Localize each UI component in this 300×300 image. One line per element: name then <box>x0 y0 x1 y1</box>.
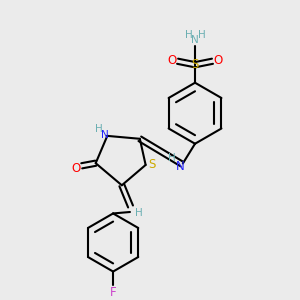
Text: S: S <box>191 58 199 71</box>
Text: O: O <box>213 54 222 67</box>
Text: N: N <box>191 35 199 45</box>
Text: H: H <box>134 208 142 218</box>
Text: F: F <box>110 286 116 299</box>
Text: H: H <box>185 30 193 40</box>
Text: H: H <box>169 153 176 163</box>
Text: S: S <box>148 158 156 171</box>
Text: N: N <box>101 130 109 140</box>
Text: N: N <box>176 160 185 173</box>
Text: H: H <box>95 124 103 134</box>
Text: O: O <box>71 162 80 175</box>
Text: O: O <box>168 54 177 67</box>
Text: H: H <box>197 30 205 40</box>
